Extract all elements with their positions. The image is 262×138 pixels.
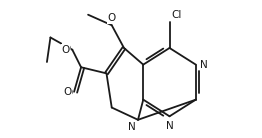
Text: Cl: Cl — [171, 10, 182, 20]
Text: O: O — [108, 13, 116, 23]
Text: N: N — [166, 121, 173, 131]
Text: N: N — [167, 120, 175, 130]
Text: O: O — [62, 45, 70, 55]
Text: O: O — [62, 44, 70, 54]
Text: N: N — [200, 60, 208, 70]
Text: Cl: Cl — [171, 10, 182, 20]
Text: O: O — [63, 87, 72, 97]
Text: N: N — [200, 60, 208, 70]
Text: N: N — [128, 122, 136, 132]
Text: O: O — [108, 14, 116, 23]
Text: O: O — [64, 88, 72, 98]
Text: N: N — [128, 122, 136, 132]
